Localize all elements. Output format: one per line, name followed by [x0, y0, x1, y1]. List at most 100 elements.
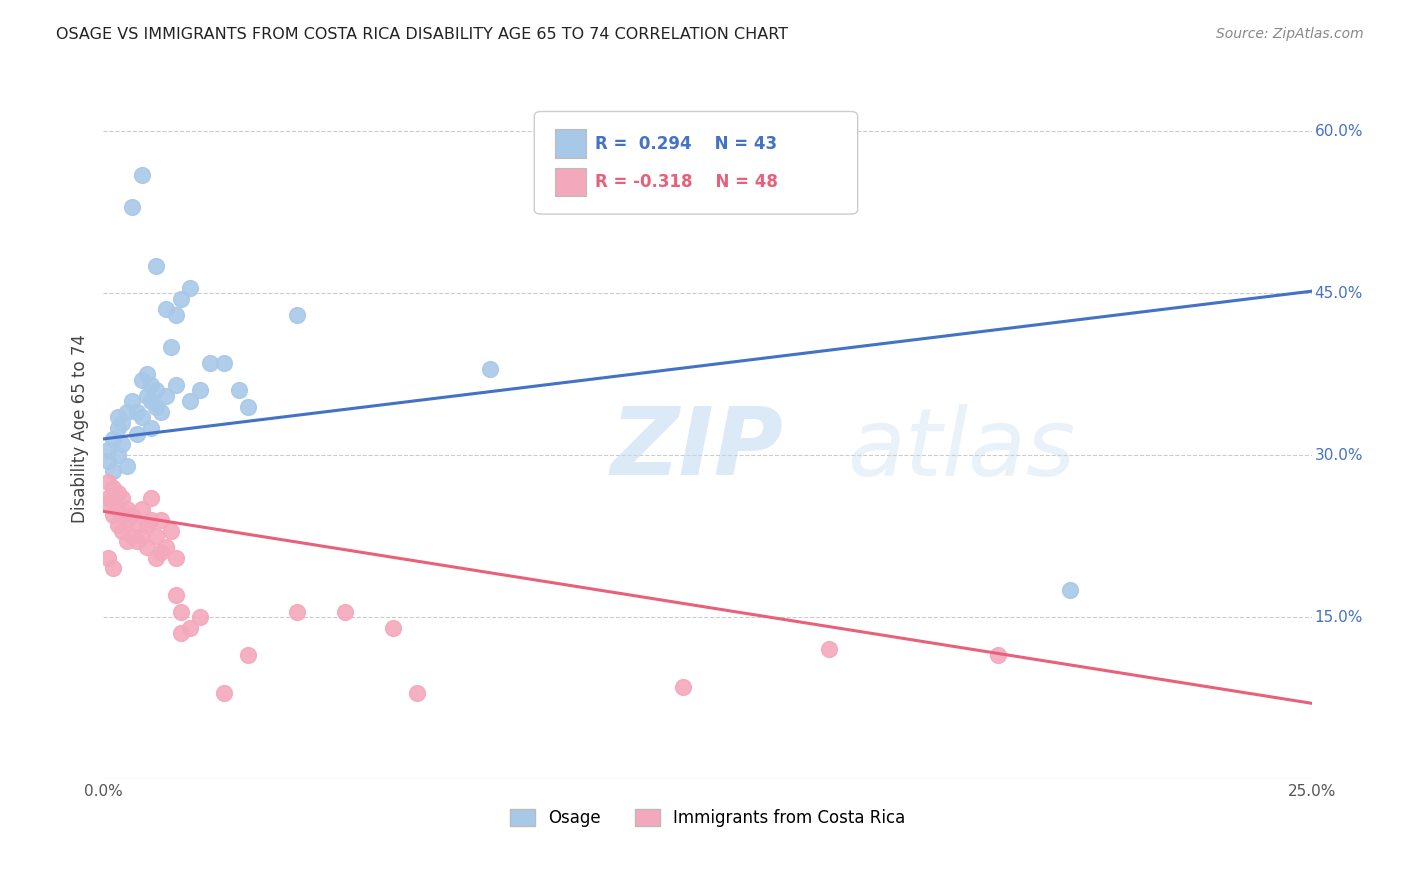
Point: [97, 491, 120, 506]
Text: 15.0%: 15.0%: [1315, 609, 1362, 624]
Point: [160, 340, 183, 354]
Point: [117, 513, 139, 527]
Point: [228, 384, 250, 398]
Point: [97, 497, 120, 511]
Point: [125, 405, 148, 419]
Point: [101, 561, 124, 575]
Point: [165, 589, 187, 603]
Point: [169, 605, 191, 619]
Point: [125, 518, 148, 533]
Point: [188, 384, 211, 398]
Point: [238, 648, 260, 662]
Point: [131, 502, 153, 516]
Point: [107, 421, 129, 435]
Point: [121, 200, 143, 214]
Point: [150, 405, 173, 419]
Point: [131, 373, 153, 387]
Point: [672, 680, 695, 694]
Text: R =  0.294    N = 43: R = 0.294 N = 43: [595, 135, 778, 153]
Point: [987, 648, 1010, 662]
Text: OSAGE VS IMMIGRANTS FROM COSTA RICA DISABILITY AGE 65 TO 74 CORRELATION CHART: OSAGE VS IMMIGRANTS FROM COSTA RICA DISA…: [56, 27, 789, 42]
Y-axis label: Disability Age 65 to 74: Disability Age 65 to 74: [72, 334, 89, 523]
Point: [145, 529, 167, 543]
Point: [145, 550, 167, 565]
Point: [107, 518, 129, 533]
Point: [121, 508, 143, 522]
Point: [155, 389, 177, 403]
Point: [160, 524, 183, 538]
Point: [285, 308, 308, 322]
Point: [179, 281, 201, 295]
Point: [169, 292, 191, 306]
Point: [150, 513, 173, 527]
Point: [125, 534, 148, 549]
Point: [188, 610, 211, 624]
Point: [165, 550, 187, 565]
Text: atlas: atlas: [846, 404, 1076, 495]
Point: [97, 453, 120, 467]
Point: [131, 168, 153, 182]
Text: R = -0.318    N = 48: R = -0.318 N = 48: [595, 173, 778, 191]
Point: [131, 529, 153, 543]
Point: [107, 502, 129, 516]
Point: [111, 491, 134, 506]
Point: [817, 642, 839, 657]
Point: [97, 550, 120, 565]
Point: [212, 685, 235, 699]
Point: [145, 400, 167, 414]
Point: [101, 464, 124, 478]
Point: [150, 545, 173, 559]
Point: [111, 508, 134, 522]
Point: [169, 626, 191, 640]
Point: [333, 605, 356, 619]
Point: [131, 410, 153, 425]
Point: [141, 421, 163, 435]
Text: Source: ZipAtlas.com: Source: ZipAtlas.com: [1216, 27, 1364, 41]
Point: [141, 513, 163, 527]
Point: [135, 540, 157, 554]
Point: [141, 394, 163, 409]
Point: [155, 302, 177, 317]
Point: [285, 605, 308, 619]
Point: [145, 384, 167, 398]
Point: [121, 529, 143, 543]
Point: [382, 621, 405, 635]
Point: [125, 426, 148, 441]
Point: [165, 308, 187, 322]
Point: [165, 378, 187, 392]
Point: [101, 481, 124, 495]
Point: [135, 389, 157, 403]
Point: [179, 394, 201, 409]
Text: 60.0%: 60.0%: [1315, 124, 1364, 139]
Point: [101, 508, 124, 522]
Point: [101, 432, 124, 446]
Point: [198, 356, 221, 370]
Point: [479, 361, 502, 376]
Point: [117, 458, 139, 473]
Point: [141, 491, 163, 506]
Point: [111, 524, 134, 538]
Point: [117, 405, 139, 419]
Point: [135, 368, 157, 382]
Text: ZIP: ZIP: [612, 403, 783, 495]
Point: [238, 400, 260, 414]
Point: [121, 394, 143, 409]
Point: [117, 502, 139, 516]
Point: [111, 416, 134, 430]
Point: [101, 491, 124, 506]
Point: [179, 621, 201, 635]
Point: [97, 442, 120, 457]
Point: [135, 518, 157, 533]
Legend: Osage, Immigrants from Costa Rica: Osage, Immigrants from Costa Rica: [503, 802, 911, 834]
Point: [141, 378, 163, 392]
Text: 30.0%: 30.0%: [1315, 448, 1364, 463]
Point: [406, 685, 429, 699]
Point: [145, 260, 167, 274]
Point: [107, 486, 129, 500]
Point: [117, 534, 139, 549]
Point: [212, 356, 235, 370]
Point: [111, 437, 134, 451]
Point: [107, 448, 129, 462]
Point: [107, 410, 129, 425]
Point: [155, 540, 177, 554]
